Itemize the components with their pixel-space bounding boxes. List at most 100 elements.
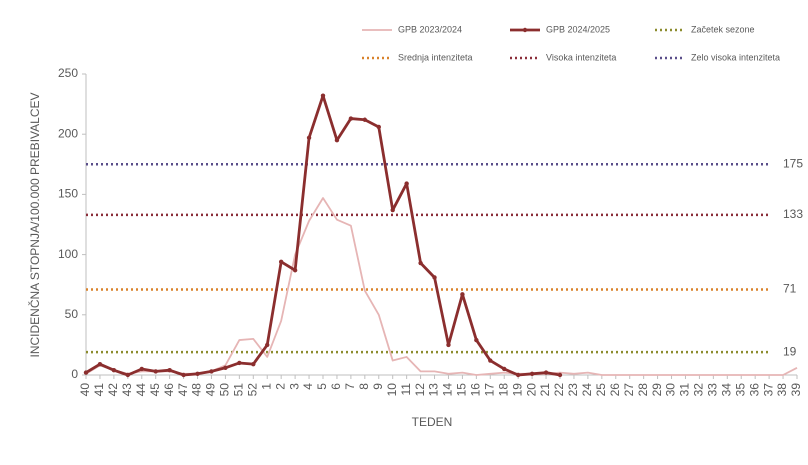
threshold-label: 133 — [783, 207, 803, 221]
x-tick-label: 10 — [385, 383, 399, 397]
data-point — [362, 117, 368, 122]
data-point — [223, 365, 228, 370]
x-tick-label: 24 — [580, 383, 594, 397]
x-tick-label: 3 — [287, 383, 301, 390]
data-point — [292, 268, 298, 273]
x-tick-label: 27 — [622, 383, 636, 397]
data-point — [181, 372, 186, 378]
data-point — [348, 116, 354, 121]
x-tick-label: 45 — [148, 383, 162, 397]
threshold-label: 175 — [783, 156, 803, 170]
x-tick-label: 32 — [692, 383, 706, 397]
threshold-label: 19 — [783, 344, 797, 358]
data-point — [237, 360, 242, 366]
data-point — [83, 370, 89, 375]
x-tick-label: 33 — [706, 383, 720, 397]
x-axis-title: TEDEN — [412, 415, 453, 429]
legend-label: Srednja intenziteta — [398, 52, 473, 62]
data-point — [418, 260, 423, 266]
x-tick-label: 1 — [259, 383, 273, 390]
x-tick-label: 7 — [343, 383, 357, 390]
legend-label: Zelo visoka intenziteta — [691, 52, 780, 62]
data-point — [251, 361, 256, 367]
x-tick-label: 25 — [594, 383, 608, 397]
y-tick-label: 150 — [58, 187, 78, 201]
y-tick-label: 50 — [65, 307, 79, 321]
data-point — [306, 135, 312, 141]
legend-marker — [522, 27, 528, 33]
data-point — [97, 361, 103, 367]
x-tick-label: 40 — [78, 383, 92, 397]
data-point — [390, 207, 395, 213]
data-point — [404, 181, 409, 186]
data-point — [167, 367, 172, 373]
data-point — [376, 124, 381, 130]
x-tick-label: 15 — [455, 383, 469, 397]
x-tick-label: 38 — [775, 383, 789, 397]
data-point — [488, 358, 493, 363]
data-point — [125, 372, 131, 378]
x-tick-label: 28 — [636, 383, 650, 397]
x-tick-label: 39 — [789, 383, 803, 397]
x-tick-label: 48 — [190, 383, 204, 397]
data-point — [460, 292, 465, 297]
legend-label: Začetek sezone — [691, 24, 755, 34]
x-tick-label: 21 — [538, 383, 552, 397]
y-tick-label: 0 — [71, 367, 78, 381]
data-point — [320, 93, 326, 98]
x-tick-label: 22 — [552, 383, 566, 397]
x-tick-label: 52 — [245, 383, 259, 397]
data-point — [111, 367, 117, 373]
x-tick-label: 34 — [719, 383, 733, 397]
y-tick-label: 200 — [58, 126, 78, 140]
data-point — [153, 369, 158, 374]
x-tick-label: 47 — [176, 383, 190, 397]
x-tick-label: 6 — [329, 383, 343, 390]
x-tick-label: 44 — [134, 383, 148, 397]
legend-label: Visoka intenziteta — [546, 52, 616, 62]
x-tick-label: 5 — [315, 383, 329, 390]
threshold-label: 71 — [783, 282, 797, 296]
x-tick-label: 8 — [357, 383, 371, 390]
x-tick-label: 26 — [608, 383, 622, 397]
series-line — [85, 197, 798, 376]
x-tick-label: 46 — [162, 383, 176, 397]
x-tick-label: 4 — [301, 383, 315, 390]
data-point — [334, 138, 340, 143]
x-tick-label: 37 — [761, 383, 775, 397]
y-tick-label: 100 — [58, 247, 78, 261]
data-point — [515, 372, 521, 378]
y-axis-title: INCIDENČNA STOPNJA/100.000 PREBIVALCEV — [27, 93, 42, 358]
x-tick-label: 51 — [232, 383, 246, 397]
data-point — [502, 366, 507, 372]
data-point — [543, 370, 549, 375]
x-tick-label: 18 — [496, 383, 510, 397]
x-tick-label: 9 — [371, 383, 385, 390]
x-tick-label: 13 — [427, 383, 441, 397]
x-tick-label: 23 — [566, 383, 580, 397]
data-point — [432, 275, 437, 280]
data-point — [278, 259, 284, 265]
x-tick-label: 41 — [92, 383, 106, 397]
x-tick-label: 17 — [482, 383, 496, 397]
x-tick-label: 11 — [399, 383, 413, 396]
x-tick-label: 49 — [204, 383, 218, 397]
x-tick-label: 42 — [106, 383, 120, 397]
x-tick-label: 31 — [678, 383, 692, 397]
x-tick-label: 12 — [413, 383, 427, 397]
data-point — [139, 366, 144, 372]
legend-label: GPB 2023/2024 — [398, 24, 462, 34]
data-point — [446, 342, 451, 348]
data-point — [265, 342, 270, 348]
x-tick-label: 36 — [747, 383, 761, 397]
data-point — [195, 371, 200, 376]
x-tick-label: 14 — [441, 383, 455, 397]
x-tick-label: 29 — [650, 383, 664, 397]
x-tick-label: 2 — [273, 383, 287, 390]
x-tick-label: 35 — [733, 383, 747, 397]
y-tick-label: 250 — [58, 66, 78, 80]
x-tick-label: 50 — [218, 383, 232, 397]
data-point — [209, 369, 214, 374]
legend-label: GPB 2024/2025 — [546, 24, 610, 34]
